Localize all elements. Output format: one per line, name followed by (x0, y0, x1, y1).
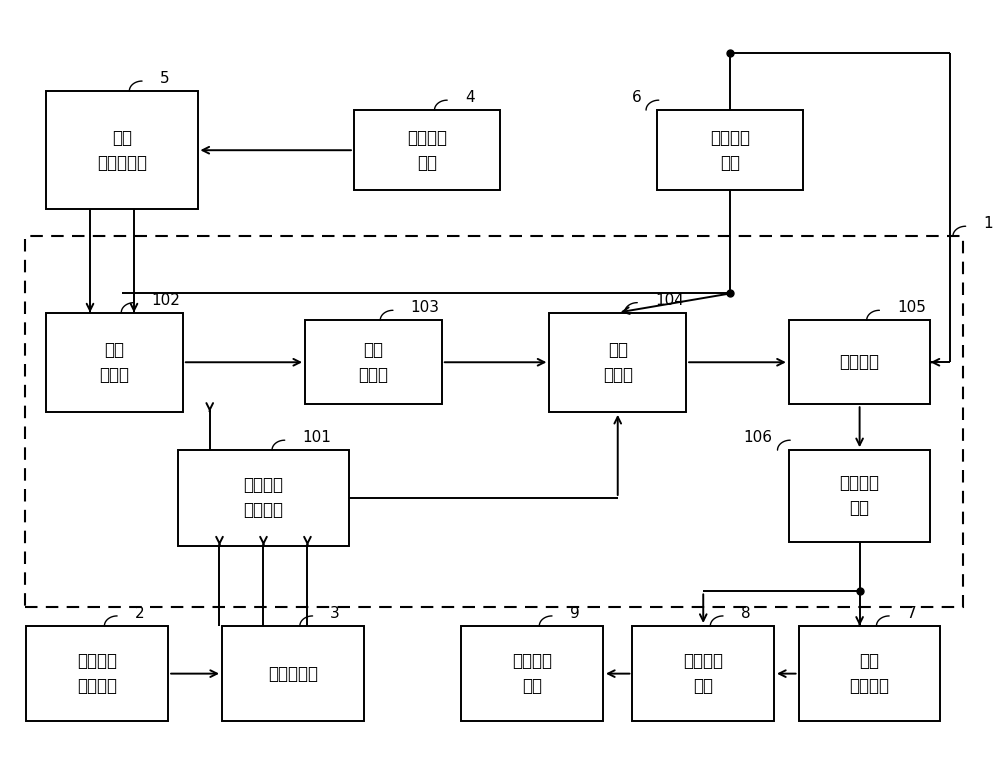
Text: 8: 8 (741, 606, 750, 621)
Text: 102: 102 (152, 293, 180, 307)
Text: 音频通道
选择按键: 音频通道 选择按键 (77, 652, 117, 695)
Text: 101: 101 (302, 430, 331, 445)
Text: 4: 4 (465, 90, 474, 105)
Text: 3: 3 (330, 606, 340, 621)
Text: 106: 106 (744, 430, 773, 445)
Text: 104: 104 (655, 293, 684, 307)
Text: 2: 2 (135, 606, 144, 621)
Text: 5: 5 (160, 71, 169, 86)
FancyBboxPatch shape (46, 313, 183, 412)
Text: 语音播放
装置: 语音播放 装置 (512, 652, 552, 695)
Text: 低通滤波
模块: 低通滤波 模块 (840, 475, 880, 517)
Text: 直流电源
模块: 直流电源 模块 (710, 128, 750, 172)
Text: 7: 7 (907, 606, 916, 621)
Text: 第一
混频器: 第一 混频器 (99, 341, 129, 384)
Text: 9: 9 (570, 606, 579, 621)
FancyBboxPatch shape (461, 626, 603, 721)
FancyBboxPatch shape (178, 450, 349, 545)
FancyBboxPatch shape (46, 91, 198, 209)
Text: 放大模块: 放大模块 (840, 353, 880, 371)
Text: 中央控制器: 中央控制器 (268, 664, 318, 682)
FancyBboxPatch shape (549, 313, 686, 412)
FancyBboxPatch shape (222, 626, 364, 721)
Text: 1: 1 (983, 216, 993, 231)
Text: 红外
处理芯片: 红外 处理芯片 (849, 652, 889, 695)
FancyBboxPatch shape (632, 626, 774, 721)
FancyBboxPatch shape (789, 450, 930, 541)
Text: 带通
滤波器: 带通 滤波器 (358, 341, 388, 384)
Text: 第二
混频器: 第二 混频器 (603, 341, 633, 384)
Text: 信号接收
模块: 信号接收 模块 (407, 128, 447, 172)
Text: 105: 105 (897, 300, 926, 315)
FancyBboxPatch shape (305, 321, 442, 405)
Text: 数模转换
模块: 数模转换 模块 (683, 652, 723, 695)
FancyBboxPatch shape (789, 321, 930, 405)
FancyBboxPatch shape (657, 110, 803, 191)
FancyBboxPatch shape (26, 626, 168, 721)
FancyBboxPatch shape (799, 626, 940, 721)
Text: 6: 6 (631, 90, 641, 105)
Text: 信号
预处理模块: 信号 预处理模块 (97, 128, 147, 172)
FancyBboxPatch shape (354, 110, 500, 191)
Text: 103: 103 (411, 300, 440, 315)
Text: 本振信号
产生模块: 本振信号 产生模块 (243, 476, 283, 520)
